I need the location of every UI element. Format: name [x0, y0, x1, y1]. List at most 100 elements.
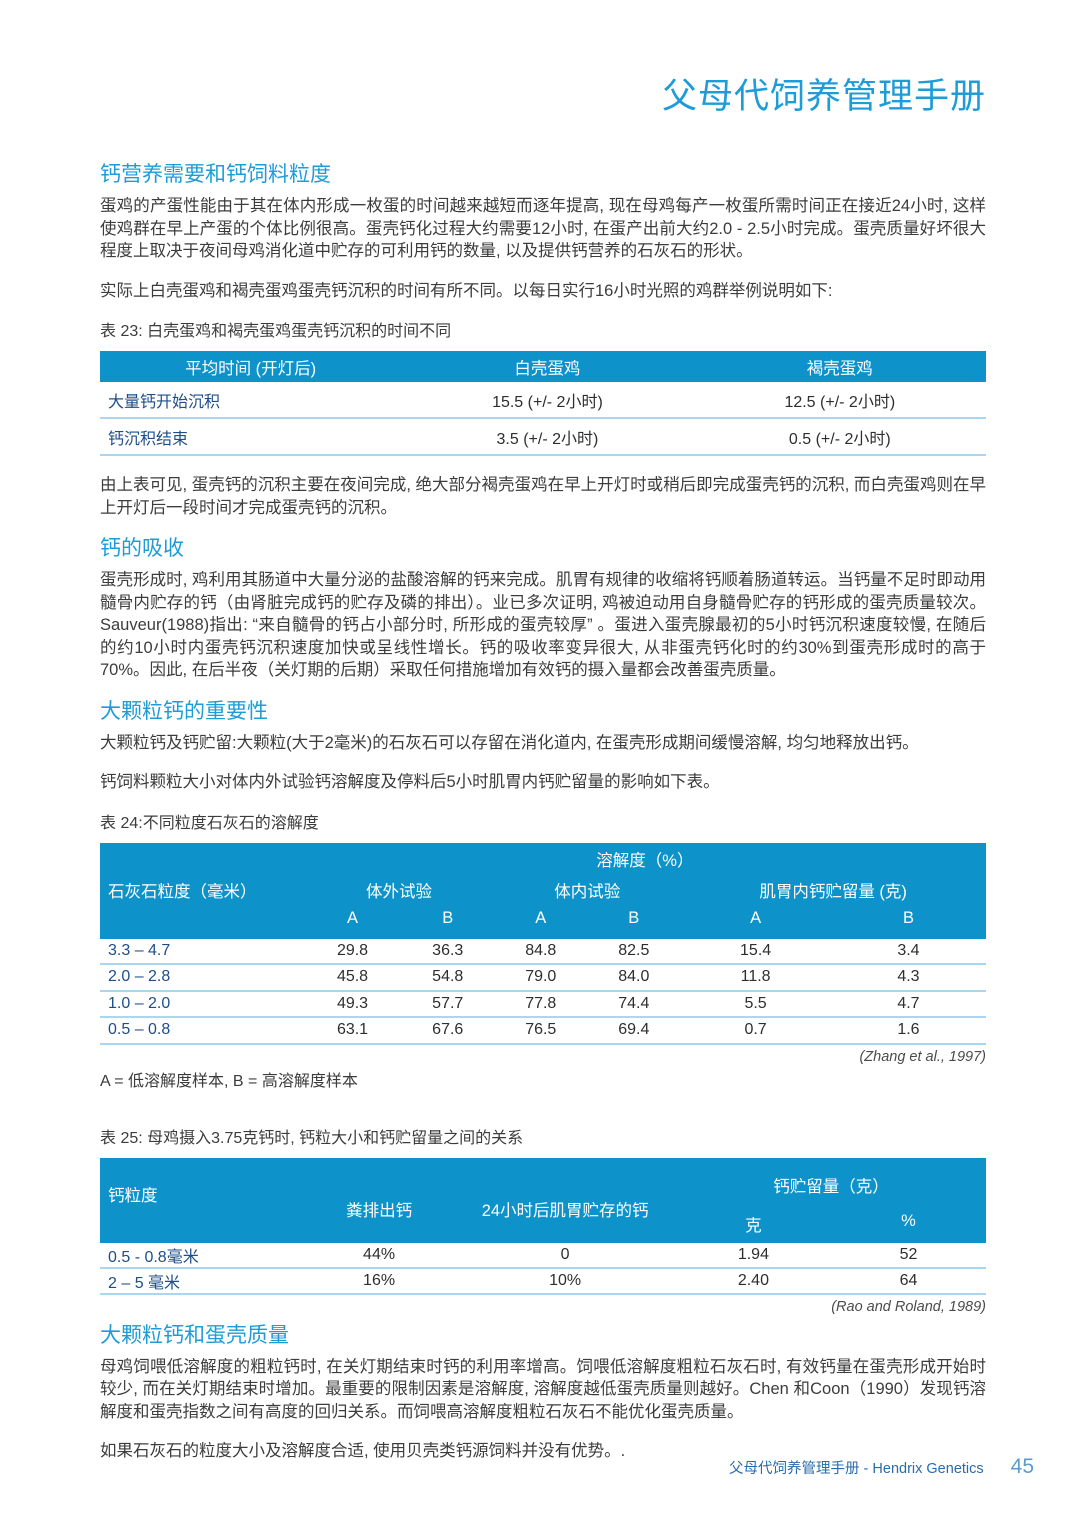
table-cell: 45.8 [303, 964, 402, 992]
table-cell: 79.0 [494, 964, 588, 992]
table-cell: 0.5 - 0.8毫米 [100, 1242, 304, 1269]
table-cell: 2 – 5 毫米 [100, 1267, 304, 1295]
table-cell: 64 [830, 1267, 986, 1295]
table-24-subheader-b: B [587, 906, 681, 939]
table-25-subheader-percent: % [830, 1211, 986, 1243]
table-cell: 74.4 [587, 990, 681, 1018]
table-25-source: (Rao and Roland, 1989) [831, 1298, 986, 1315]
table-cell: 15.4 [680, 938, 831, 965]
table-24-header-row-groups: 石灰石粒度（毫米） 体外试验 体内试验 肌胃内钙贮留量 (克) [100, 872, 986, 907]
table-cell: 67.6 [401, 1017, 495, 1045]
table-cell: 11.8 [680, 964, 831, 992]
table-cell: 10% [454, 1267, 676, 1295]
table-25-header-fecal-calcium: 粪排出钙 [303, 1157, 455, 1243]
table-cell: 54.8 [401, 964, 495, 992]
table-cell: 0.5 – 0.8 [100, 1017, 304, 1045]
table-cell: 5.5 [680, 990, 831, 1018]
paragraph: 钙饲料颗粒大小对体内外试验钙溶解度及停料后5小时肌胃内钙贮留量的影响如下表。 [100, 773, 720, 791]
paragraph: 如果石灰石的粒度大小及溶解度合适, 使用贝壳类钙源饲料并没有优势。. [100, 1442, 626, 1460]
table-cell: 15.5 (+/- 2小时) [401, 382, 694, 419]
paragraph: 大颗粒钙及钙贮留:大颗粒(大于2毫米)的石灰石可以存留在消化道内, 在蛋壳形成期… [100, 733, 919, 752]
table-24-subheader-a: A [680, 906, 831, 939]
table-23-caption: 表 23: 白壳蛋鸡和褐壳蛋鸡蛋壳钙沉积的时间不同 [100, 323, 452, 340]
table-cell: 49.3 [303, 990, 402, 1018]
table-24-header-particle-size: 石灰石粒度（毫米） [100, 872, 304, 907]
table-24-header-spacer [100, 906, 304, 939]
table-24-header-gizzard-retention: 肌胃内钙贮留量 (克) [680, 872, 986, 907]
page-number: 45 [1010, 1455, 1034, 1478]
table-24-subheader-a: A [494, 906, 588, 939]
table-row: 0.5 – 0.8 63.1 67.6 76.5 69.4 0.7 1.6 [100, 1017, 986, 1045]
table-cell: 大量钙开始沉积 [100, 382, 402, 419]
table-24-note: A = 低溶解度样本, B = 高溶解度样本 [100, 1072, 358, 1090]
table-25: 钙粒度 粪排出钙 24小时后肌胃贮存的钙 钙贮留量（克） 克 % 0.5 - 0… [100, 1157, 986, 1295]
paragraph: 实际上白壳蛋鸡和褐壳蛋鸡蛋壳钙沉积的时间有所不同。以每日实行16小时光照的鸡群举… [100, 281, 833, 300]
table-23-header-row: 平均时间 (开灯后) 白壳蛋鸡 褐壳蛋鸡 [100, 351, 986, 382]
table-cell: 77.8 [494, 990, 588, 1018]
table-cell: 3.3 – 4.7 [100, 938, 304, 965]
section-heading-large-particle: 大颗粒钙的重要性 [100, 699, 268, 723]
table-cell: 2.0 – 2.8 [100, 964, 304, 992]
table-cell: 3.5 (+/- 2小时) [401, 418, 694, 456]
section-heading-absorption: 钙的吸收 [100, 537, 184, 560]
table-cell: 0 [454, 1242, 676, 1269]
table-row: 钙沉积结束 3.5 (+/- 2小时) 0.5 (+/- 2小时) [100, 418, 986, 456]
table-cell: 4.3 [830, 964, 986, 992]
table-cell: 1.94 [675, 1242, 831, 1269]
table-cell: 12.5 (+/- 2小时) [693, 382, 986, 419]
table-25-caption: 表 25: 母鸡摄入3.75克钙时, 钙粒大小和钙贮留量之间的关系 [100, 1129, 524, 1147]
table-23-header-avg-time: 平均时间 (开灯后) [100, 351, 402, 382]
section-heading-calcium-nutrition: 钙营养需要和钙饲料粒度 [100, 163, 331, 186]
table-24-header-row-top: 溶解度（%） [100, 842, 986, 873]
table-24-subheader-b: B [401, 906, 495, 939]
table-cell: 57.7 [401, 990, 495, 1018]
table-cell: 2.40 [675, 1267, 831, 1295]
table-23: 平均时间 (开灯后) 白壳蛋鸡 褐壳蛋鸡 大量钙开始沉积 15.5 (+/- 2… [100, 351, 986, 456]
table-cell: 16% [303, 1267, 455, 1295]
table-23-header-brown-egg: 褐壳蛋鸡 [693, 351, 986, 382]
paragraph: 蛋壳形成时, 鸡利用其肠道中大量分泌的盐酸溶解的钙来完成。肌胃有规律的收缩将钙顺… [100, 571, 986, 679]
table-cell: 44% [303, 1242, 455, 1269]
paragraph: 蛋鸡的产蛋性能由于其在体内形成一枚蛋的时间越来越短而逐年提高, 现在母鸡每产一枚… [100, 197, 986, 260]
table-24-header-row-sub: A B A B A B [100, 906, 986, 939]
footer-manual-title: 父母代饲养管理手册 - Hendrix Genetics [729, 1461, 984, 1477]
table-row: 0.5 - 0.8毫米 44% 0 1.94 52 [100, 1242, 986, 1269]
paragraph: 由上表可见, 蛋壳钙的沉积主要在夜间完成, 绝大部分褐壳蛋鸡在早上开灯时或稍后即… [100, 476, 986, 517]
section-heading-shell-quality: 大颗粒钙和蛋壳质量 [100, 1323, 289, 1347]
table-cell: 36.3 [401, 938, 495, 965]
paragraph: 母鸡饲喂低溶解度的粗粒钙时, 在关灯期结束时钙的利用率增高。饲喂低溶解度粗粒石灰… [100, 1357, 986, 1421]
table-24-caption: 表 24:不同粒度石灰石的溶解度 [100, 814, 319, 832]
table-24-header-in-vivo: 体内试验 [494, 872, 681, 907]
table-25-header-gizzard-24h: 24小时后肌胃贮存的钙 [454, 1157, 676, 1243]
table-cell: 4.7 [830, 990, 986, 1018]
table-row: 3.3 – 4.7 29.8 36.3 84.8 82.5 15.4 3.4 [100, 938, 986, 965]
table-cell: 76.5 [494, 1017, 588, 1045]
table-cell: 1.0 – 2.0 [100, 990, 304, 1018]
table-25-header-row-sub: 克 % [100, 1211, 986, 1243]
table-24-header-spacer [100, 842, 304, 873]
table-cell: 0.5 (+/- 2小时) [693, 418, 986, 456]
table-cell: 84.0 [587, 964, 681, 992]
table-row: 2 – 5 毫米 16% 10% 2.40 64 [100, 1267, 986, 1295]
table-25-subheader-grams: 克 [675, 1211, 831, 1243]
table-24-source: (Zhang et al., 1997) [859, 1048, 986, 1065]
table-25-header-retention-group: 钙贮留量（克） [675, 1157, 986, 1212]
table-cell: 69.4 [587, 1017, 681, 1045]
table-25-header-particle-size: 钙粒度 [100, 1157, 304, 1243]
table-cell: 29.8 [303, 938, 402, 965]
page-content: 父母代饲养管理手册 钙营养需要和钙饲料粒度 蛋鸡的产蛋性能由于其在体内形成一枚蛋… [100, 76, 986, 1480]
table-row: 2.0 – 2.8 45.8 54.8 79.0 84.0 11.8 4.3 [100, 964, 986, 992]
table-24-header-solubility: 溶解度（%） [303, 842, 986, 873]
document-title: 父母代饲养管理手册 [661, 77, 986, 116]
table-24-subheader-a: A [303, 906, 402, 939]
table-24-header-in-vitro: 体外试验 [303, 872, 495, 907]
table-cell: 84.8 [494, 938, 588, 965]
table-cell: 3.4 [830, 938, 986, 965]
table-cell: 63.1 [303, 1017, 402, 1045]
table-24: 溶解度（%） 石灰石粒度（毫米） 体外试验 体内试验 肌胃内钙贮留量 (克) A… [100, 842, 986, 1045]
table-cell: 钙沉积结束 [100, 418, 402, 456]
table-cell: 1.6 [830, 1017, 986, 1045]
table-cell: 0.7 [680, 1017, 831, 1045]
table-cell: 52 [830, 1242, 986, 1269]
